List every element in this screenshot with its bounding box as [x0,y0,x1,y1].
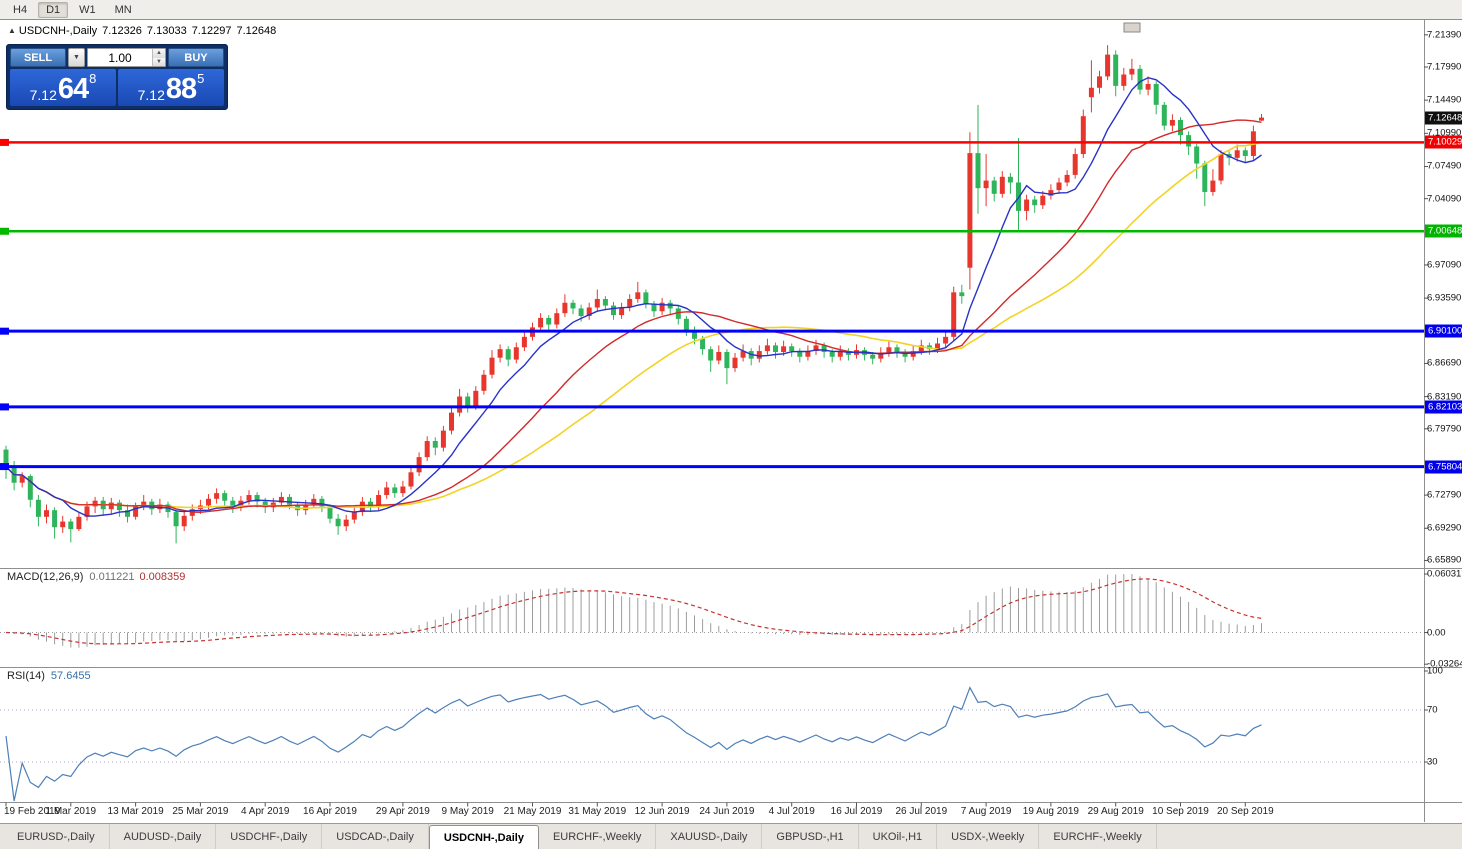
hline-handle[interactable] [0,138,9,146]
chart-tab-usdchf-daily[interactable]: USDCHF-,Daily [216,824,323,849]
chart-frame [0,20,1462,822]
chart-title: USDCNH-,Daily [18,25,98,37]
hline-handle[interactable] [0,403,9,411]
chart-tab-usdcnh-daily[interactable]: USDCNH-,Daily [428,825,539,849]
buy-price-main: 7.12 [137,87,165,103]
ma-fast-line [5,76,1262,517]
volume-stepper: ▲ ▼ [152,49,165,66]
ma-slow-line [5,141,1262,510]
moving-averages-layer [5,76,1262,517]
chart-tab-xauusd-daily[interactable]: XAUUSD-,Daily [656,824,763,849]
buy-price-display[interactable]: 7.12 88 5 [118,69,224,106]
chart-tab-eurchf-weekly[interactable]: EURCHF-,Weekly [539,824,657,849]
chart-tab-bar: EURUSD-,Daily AUDUSD-,Daily USDCHF-,Daily U… [0,823,1462,849]
timeframe-button-w1[interactable]: W1 [79,3,96,16]
chart-scroll-thumb[interactable] [1123,22,1141,33]
macd-layer [0,574,1424,648]
hline-handle[interactable] [0,227,9,235]
sell-button[interactable]: SELL [10,48,66,67]
buy-price-pips: 88 [165,73,197,105]
rsi-indicator-label: RSI(14) 57.6455 [7,670,91,682]
horizontal-lines-layer [0,138,1424,471]
timeframe-button-h4[interactable]: H4 [13,3,28,16]
chevron-down-icon: ▼ [73,54,80,61]
volume-field: ▲ ▼ [87,48,166,67]
sell-price-sup: 8 [89,71,97,86]
timeframe-toolbar: H4 D1 W1 MN [0,0,1462,20]
volume-increase-button[interactable]: ▲ [153,49,165,58]
chart-tab-eurusd-daily[interactable]: EURUSD-,Daily [3,824,110,849]
timeframe-button-d1[interactable]: D1 [38,1,69,18]
buy-button[interactable]: BUY [168,48,224,67]
rsi-layer [0,686,1424,802]
chart-symbol-icon: ▲ [8,26,16,35]
volume-input[interactable] [88,49,152,66]
chart-tab-gbpusd-h1[interactable]: GBPUSD-,H1 [762,824,859,849]
chart-tab-usdcad-daily[interactable]: USDCAD-,Daily [322,824,429,849]
buy-price-sup: 5 [197,71,205,86]
hline-handle[interactable] [0,327,9,335]
ma-medium-line [5,119,1262,514]
volume-dropdown-button[interactable]: ▼ [68,48,85,67]
chart-ohlc-header: ▲ USDCNH-,Daily 7.12326 7.13033 7.12297 7.126… [8,25,276,37]
ohlc-open: 7.12326 [102,25,142,37]
chart-tab-eurchf-weekly[interactable]: EURCHF-,Weekly [1039,824,1157,849]
chart-tab-audusd-daily[interactable]: AUDUSD-,Daily [110,824,217,849]
candles-layer [3,45,1264,544]
sell-price-main: 7.12 [29,87,57,103]
hline-handle[interactable] [0,463,9,471]
rsi-name: RSI(14) [7,670,45,682]
sell-price-pips: 64 [57,73,89,105]
macd-name: MACD(12,26,9) [7,571,84,583]
macd-indicator-label: MACD(12,26,9) 0.011221 0.008359 [7,571,185,583]
ohlc-high: 7.13033 [146,25,187,37]
rsi-value: 57.6455 [50,670,91,682]
chart-tab-ukoil-h1[interactable]: UKOil-,H1 [859,824,938,849]
ohlc-low: 7.12297 [191,25,232,37]
chart-tab-usdx-weekly[interactable]: USDX-,Weekly [937,824,1040,849]
macd-main-value: 0.011221 [89,571,135,583]
sell-price-display[interactable]: 7.12 64 8 [10,69,116,106]
volume-decrease-button[interactable]: ▼ [153,57,165,66]
timeframe-button-mn[interactable]: MN [114,3,132,16]
ohlc-close: 7.12648 [236,25,277,37]
macd-signal-value: 0.008359 [139,571,186,583]
